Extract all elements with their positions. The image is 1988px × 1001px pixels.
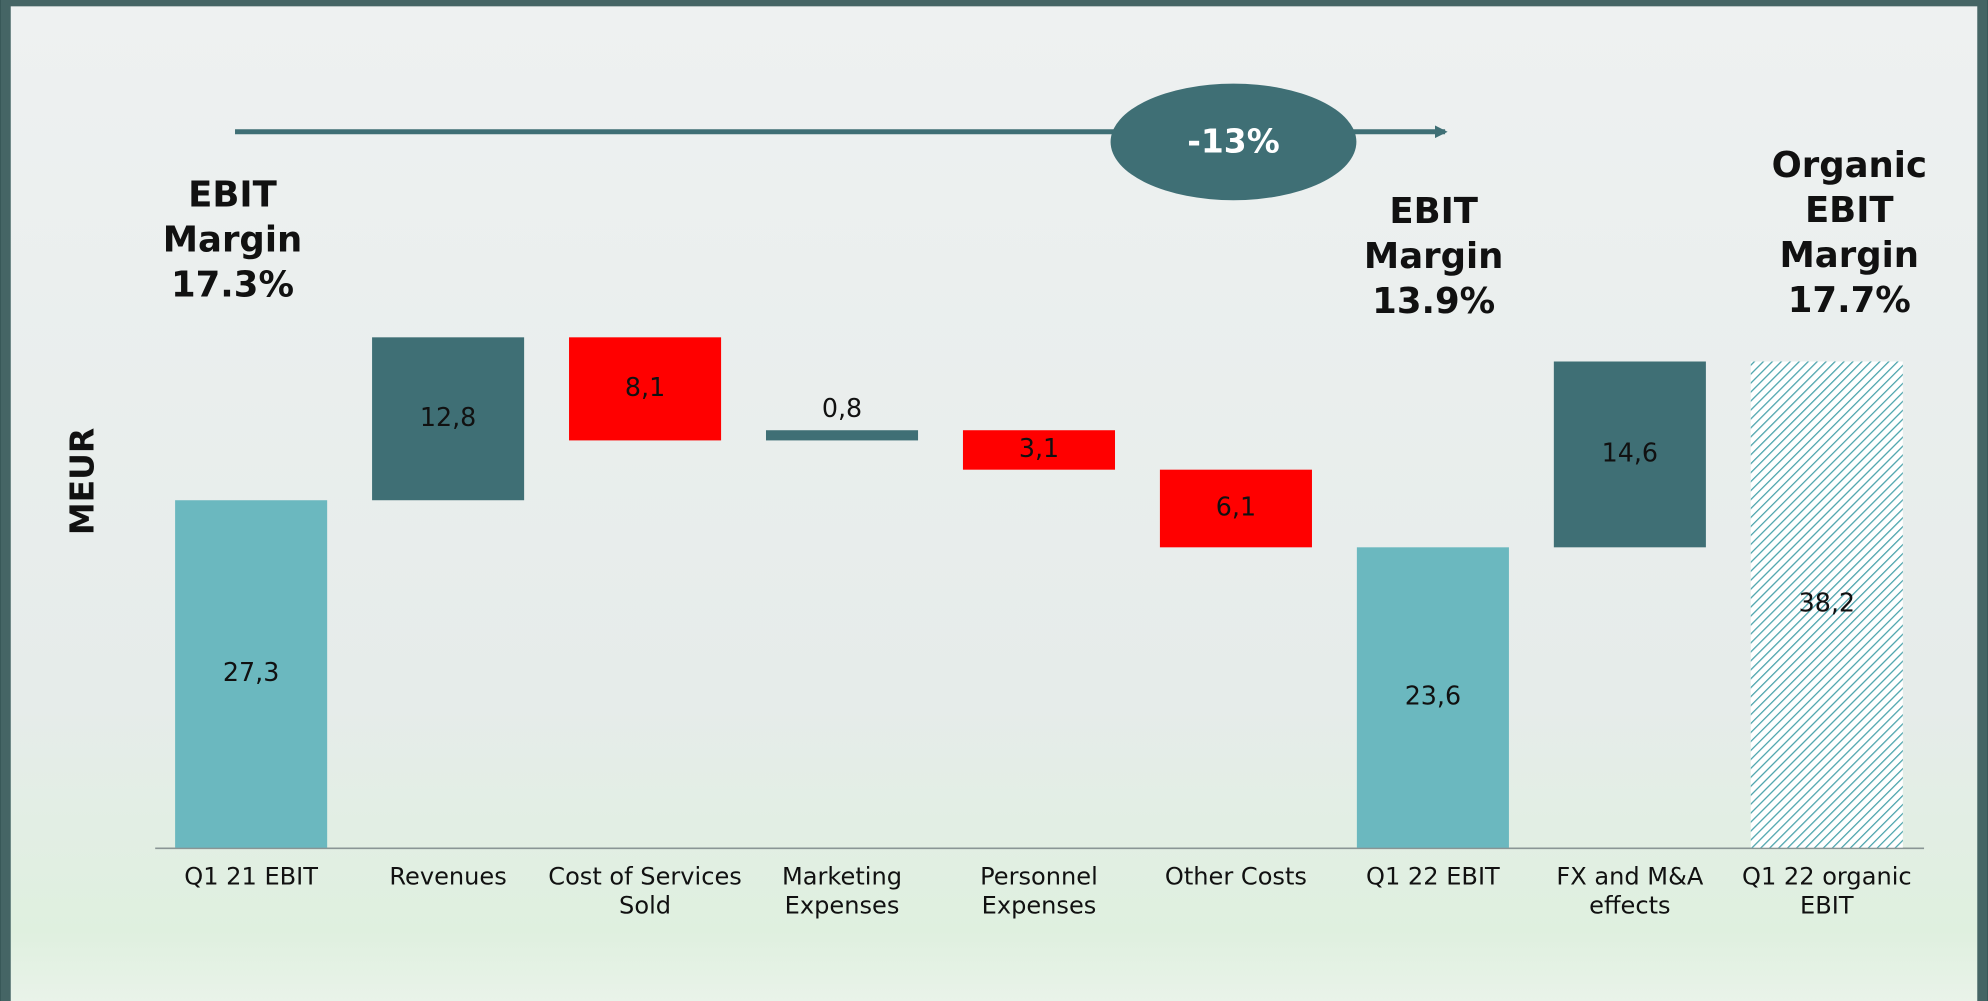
- data-label: 23,6: [1405, 681, 1461, 711]
- margin-label: 17.7%: [1788, 280, 1911, 321]
- x-tick-label: Personnel Expenses: [935, 863, 1143, 921]
- margin-label: Organic: [1772, 145, 1927, 186]
- data-label: 6,1: [1216, 492, 1256, 522]
- x-tick-label: Marketing Expenses: [738, 863, 946, 921]
- x-tick-label-box: Revenues: [344, 863, 552, 934]
- chart: -13% MEUR 27,3 Q1 21 EBIT 12,8 Revenues 8,1 C…: [0, 0, 1988, 1001]
- margin-label: EBIT: [1805, 190, 1894, 231]
- x-tick-label-box: Marketing Expenses: [738, 863, 946, 934]
- data-label: 38,2: [1799, 588, 1855, 618]
- x-tick-label-box: Q1 22 organic EBIT: [1723, 863, 1931, 934]
- x-tick-label: Other Costs: [1132, 863, 1340, 892]
- x-tick-label: Cost of Services Sold: [541, 863, 749, 921]
- x-tick-label-box: Personnel Expenses: [935, 863, 1143, 934]
- y-axis-label: MEUR: [63, 428, 102, 535]
- margin-label: Margin: [1780, 235, 1920, 276]
- x-tick-label-box: Cost of Services Sold: [541, 863, 749, 934]
- x-tick-label-box: FX and M&A effects: [1526, 863, 1734, 934]
- data-label: 8,1: [625, 372, 665, 402]
- page: {"chart_data": { "type": "waterfall", "y…: [0, 0, 1988, 1001]
- x-tick-label-box: Q1 21 EBIT: [147, 863, 355, 934]
- margin-label: EBIT: [1389, 191, 1478, 232]
- margin-label: 17.3%: [171, 264, 294, 305]
- data-label: 0,8: [822, 393, 862, 423]
- bar: [766, 430, 918, 440]
- data-label: 27,3: [223, 657, 279, 687]
- x-tick-label: Q1 21 EBIT: [147, 863, 355, 892]
- data-label: 3,1: [1019, 433, 1059, 463]
- x-tick-label-box: Q1 22 EBIT: [1329, 863, 1537, 934]
- x-tick-label: FX and M&A effects: [1526, 863, 1734, 921]
- data-label: 12,8: [420, 402, 476, 432]
- x-tick-label: Q1 22 EBIT: [1329, 863, 1537, 892]
- change-label: -13%: [1187, 122, 1280, 161]
- margin-label: EBIT: [188, 174, 277, 215]
- margin-label: 13.9%: [1372, 281, 1495, 322]
- x-tick-label-box: Other Costs: [1132, 863, 1340, 934]
- margin-label: Margin: [163, 219, 303, 260]
- x-tick-label: Revenues: [344, 863, 552, 892]
- x-tick-label: Q1 22 organic EBIT: [1723, 863, 1931, 921]
- data-label: 14,6: [1602, 437, 1658, 467]
- margin-label: Margin: [1364, 236, 1504, 277]
